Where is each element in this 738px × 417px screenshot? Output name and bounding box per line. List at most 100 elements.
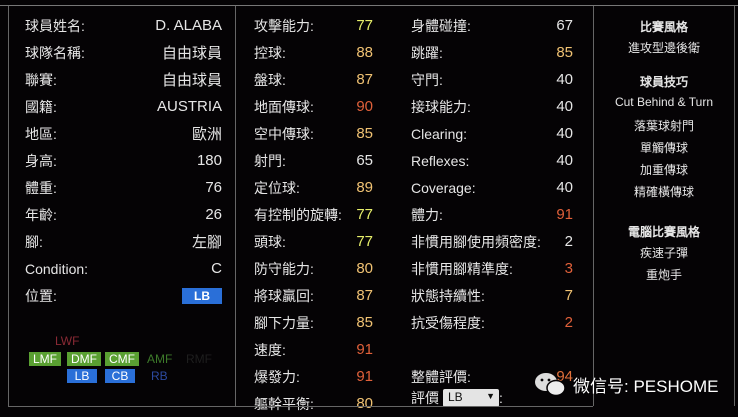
stat-label: 身體碰撞: <box>411 17 471 34</box>
stat-label: 空中傳球: <box>254 125 314 142</box>
stat-value: 91 <box>356 368 373 385</box>
stat-value: 87 <box>356 71 373 88</box>
stat-value: 85 <box>556 44 573 61</box>
info-value: D. ALABA <box>155 17 222 34</box>
stat-value: 2 <box>564 314 573 331</box>
stat-value: 80 <box>356 260 373 277</box>
style-title: 比賽風格 <box>639 20 688 34</box>
stat-label: 爆發力: <box>254 368 300 385</box>
stat-row: 接球能力: 40 <box>403 93 593 120</box>
rating-label: 評價 <box>411 389 439 406</box>
divider <box>8 406 593 407</box>
info-value: 左腳 <box>191 234 222 251</box>
info-value: 自由球員 <box>161 45 222 62</box>
stat-row: 非慣用腳使用頻密度: 2 <box>403 228 593 255</box>
stat-row: 爆發力: 91 <box>237 363 403 390</box>
info-value: 自由球員 <box>161 72 222 89</box>
info-label: 國籍: <box>25 98 57 115</box>
info-label: 地區: <box>25 125 57 142</box>
pos-rb: RB <box>151 369 168 383</box>
info-row: 球員姓名: D. ALABA <box>9 12 235 39</box>
pos-lmf: LMF <box>29 352 61 366</box>
stat-row: 控球: 88 <box>237 39 403 66</box>
stat-row: Clearing: 40 <box>403 120 593 147</box>
skill-item: 單觸傳球 <box>639 141 688 155</box>
stat-row: 將球贏回: 87 <box>237 282 403 309</box>
pos-lb: LB <box>67 369 97 383</box>
info-value: 歐洲 <box>191 126 222 143</box>
info-label: Condition: <box>25 260 89 277</box>
stat-value: 2 <box>564 233 573 250</box>
stat-value: 40 <box>556 152 573 169</box>
stat-label: 體力: <box>411 206 443 223</box>
info-row: 聯賽: 自由球員 <box>9 66 235 93</box>
ai-style-title: 電腦比賽風格 <box>627 225 700 239</box>
stat-label: 軀幹平衡: <box>254 395 314 412</box>
info-row: 國籍: AUSTRIA <box>9 93 235 120</box>
stat-label: 非慣用腳精準度: <box>411 260 513 277</box>
stat-row: 定位球: 89 <box>237 174 403 201</box>
stat-row: 軀幹平衡: 80 <box>237 390 403 417</box>
stat-value: 85 <box>356 125 373 142</box>
info-label: 球員姓名: <box>25 17 85 34</box>
watermark-text: 微信号: PESHOME <box>573 376 719 396</box>
ai-style-item: 重炮手 <box>645 268 682 282</box>
stat-value: 65 <box>356 152 373 169</box>
skills-title: 球員技巧 <box>639 75 688 89</box>
stat-label: 跳躍: <box>411 44 443 61</box>
info-row: 球隊名稱: 自由球員 <box>9 39 235 66</box>
player-info-panel: 球員姓名: D. ALABA 球隊名稱: 自由球員 聯賽: 自由球員 國籍: AUSTRIA 地… <box>8 6 236 406</box>
stat-value: 3 <box>564 260 573 277</box>
stat-row: 腳下力量: 85 <box>237 309 403 336</box>
stat-row: 盤球: 87 <box>237 66 403 93</box>
stat-value: 91 <box>556 206 573 223</box>
rating-row: 評價 LB ▼ : <box>403 384 593 411</box>
info-label: 身高: <box>25 152 57 169</box>
info-value: LB <box>182 287 222 304</box>
stat-value: 89 <box>356 179 373 196</box>
rating-position-select[interactable]: LB ▼ <box>443 388 499 407</box>
stat-value: 77 <box>356 206 373 223</box>
stat-row: 速度: 91 <box>237 336 403 363</box>
stat-value: 7 <box>564 287 573 304</box>
stat-value: 77 <box>356 17 373 34</box>
stat-row: 跳躍: 85 <box>403 39 593 66</box>
stat-row: 抗受傷程度: 2 <box>403 309 593 336</box>
stat-value: 87 <box>356 287 373 304</box>
stat-row: 頭球: 77 <box>237 228 403 255</box>
pos-cb: CB <box>105 369 135 383</box>
stat-row: 有控制的旋轉: 77 <box>237 201 403 228</box>
ai-style-item: 疾速子彈 <box>639 246 688 260</box>
pos-lwf: LWF <box>55 334 80 348</box>
rating-selected: LB <box>448 389 463 404</box>
skill-item: Cut Behind & Turn <box>614 95 714 109</box>
stat-row: 體力: 91 <box>403 201 593 228</box>
stat-label: 頭球: <box>254 233 286 250</box>
info-value: 180 <box>196 152 222 169</box>
stat-row: 非慣用腳精準度: 3 <box>403 255 593 282</box>
info-label: 體重: <box>25 179 57 196</box>
stat-value: 40 <box>556 179 573 196</box>
stat-label: Clearing: <box>411 125 468 142</box>
info-row: 地區: 歐洲 <box>9 120 235 147</box>
stat-value: 40 <box>556 98 573 115</box>
stat-value: 77 <box>356 233 373 250</box>
stat-row: 身體碰撞: 67 <box>403 12 593 39</box>
stat-row: 地面傳球: 90 <box>237 93 403 120</box>
stat-value: 90 <box>356 98 373 115</box>
stat-label: Reflexes: <box>411 152 470 169</box>
stat-row: Coverage: 40 <box>403 174 593 201</box>
pos-dmf: DMF <box>67 352 101 366</box>
stat-label: 盤球: <box>254 71 286 88</box>
info-value: C <box>211 260 222 277</box>
stat-row: 守門: 40 <box>403 66 593 93</box>
stat-label: 防守能力: <box>254 260 314 277</box>
stat-label: 有控制的旋轉: <box>254 206 342 223</box>
skill-item: 落葉球射門 <box>633 119 694 133</box>
stat-label: 將球贏回: <box>254 287 314 304</box>
stat-label: 抗受傷程度: <box>411 314 485 331</box>
info-row: 腳: 左腳 <box>9 228 235 255</box>
stats-panel-2: 整體評價: 94 評價 LB ▼ : 身體碰撞: 67 跳躍: 85 守門: 40 接球能力:… <box>403 6 593 417</box>
stat-label: 接球能力: <box>411 98 471 115</box>
stat-row: Reflexes: 40 <box>403 147 593 174</box>
